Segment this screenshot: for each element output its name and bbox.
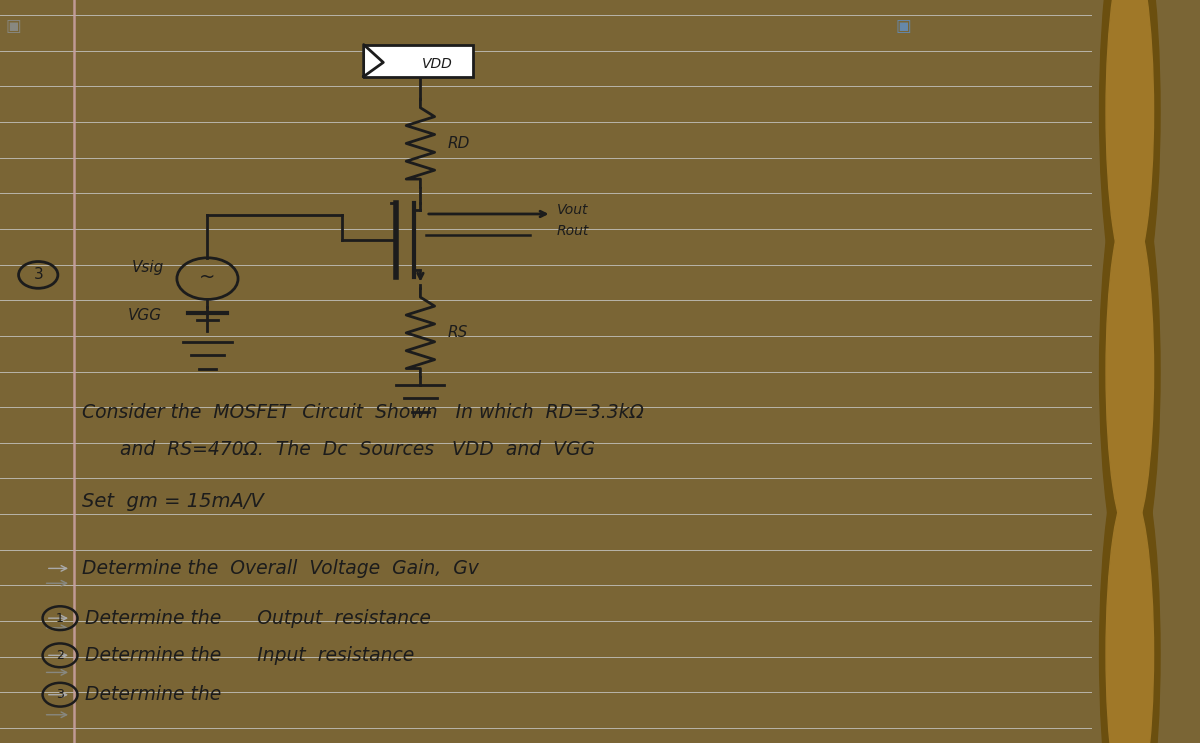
Circle shape — [1106, 490, 1153, 743]
Text: ~: ~ — [199, 267, 216, 287]
Text: VGG: VGG — [127, 308, 162, 323]
Circle shape — [1106, 208, 1153, 535]
Text: Vout: Vout — [557, 204, 588, 217]
Circle shape — [1099, 163, 1160, 580]
Circle shape — [1106, 0, 1153, 275]
Text: Determine the: Determine the — [85, 685, 222, 704]
Text: RS: RS — [448, 325, 468, 340]
Text: Set  gm = 15mA/V: Set gm = 15mA/V — [82, 492, 264, 511]
Circle shape — [1099, 446, 1160, 743]
Text: Determine the      Output  resistance: Determine the Output resistance — [85, 609, 431, 628]
Text: Vsig: Vsig — [132, 260, 163, 275]
Text: VDD: VDD — [421, 57, 452, 71]
Text: ▣: ▣ — [6, 17, 22, 35]
Text: and  RS=470Ω.  The  Dc  Sources   VDD  and  VGG: and RS=470Ω. The Dc Sources VDD and VGG — [120, 440, 595, 459]
Text: 3: 3 — [56, 688, 64, 701]
Text: Rout: Rout — [557, 224, 589, 238]
Text: Determine the  Overall  Voltage  Gain,  Gv: Determine the Overall Voltage Gain, Gv — [82, 559, 479, 578]
Text: Consider the  MOSFET  Circuit  Shown   In which  RD=3.3kΩ: Consider the MOSFET Circuit Shown In whi… — [82, 403, 643, 422]
Bar — [364, 45, 473, 77]
Text: Determine the      Input  resistance: Determine the Input resistance — [85, 646, 414, 665]
Text: 3: 3 — [34, 267, 43, 282]
Text: 2: 2 — [56, 649, 64, 662]
Polygon shape — [364, 45, 383, 77]
Text: RD: RD — [448, 136, 470, 151]
Text: 1: 1 — [56, 611, 64, 625]
Text: ▣: ▣ — [895, 17, 911, 35]
Circle shape — [1099, 0, 1160, 319]
